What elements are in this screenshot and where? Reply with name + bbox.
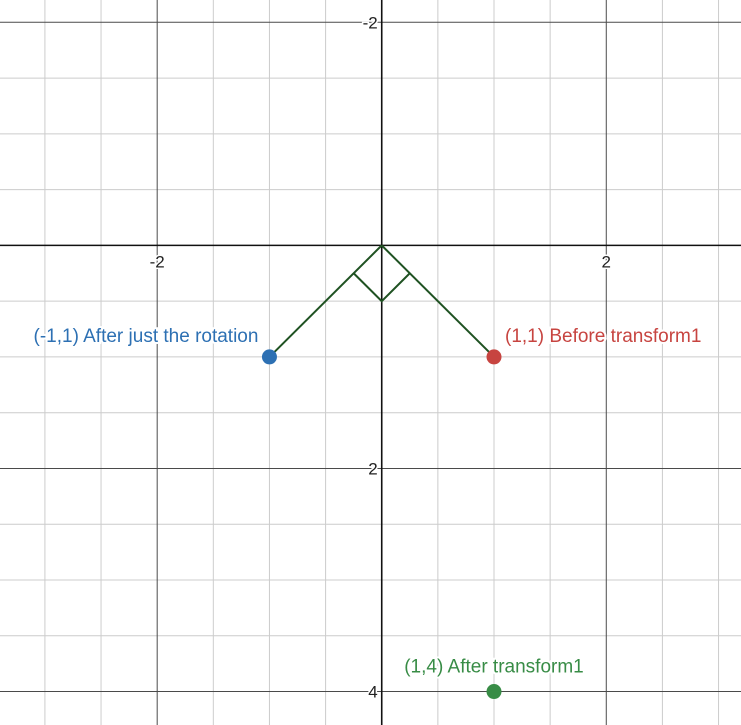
y-tick-label: -2: [363, 13, 378, 32]
y-tick-label: 4: [368, 683, 377, 702]
data-point[interactable]: [486, 349, 502, 365]
data-point[interactable]: [261, 349, 277, 365]
x-tick-label: 2: [602, 252, 611, 271]
point-label: (1,4) After transform1: [404, 657, 584, 678]
points: [261, 349, 502, 700]
x-tick-label: -2: [150, 252, 165, 271]
data-point[interactable]: [486, 684, 502, 700]
right-angle-marker: [352, 272, 411, 303]
point-label: (1,1) Before transform1: [505, 326, 701, 347]
point-label: (-1,1) After just the rotation: [34, 326, 259, 347]
segments: [268, 244, 495, 358]
right-angle-marker-line: [352, 272, 411, 303]
segment-line: [268, 244, 383, 358]
tick-labels: -2 2 -2 2 4: [148, 12, 612, 703]
y-tick-label: 2: [368, 459, 377, 478]
segment-line: [381, 244, 495, 358]
point-labels: (-1,1) After just the rotation (1,1) Befo…: [32, 324, 704, 680]
